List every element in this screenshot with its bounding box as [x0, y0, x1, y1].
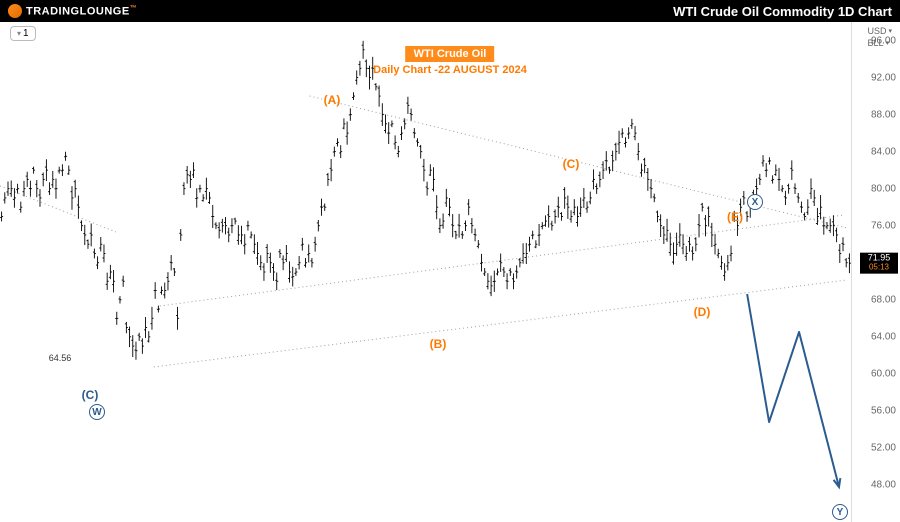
logo-icon: [8, 4, 22, 18]
wave-label: (C): [563, 157, 580, 171]
wave-label: (C): [82, 388, 99, 402]
y-tick: 80.00: [871, 183, 896, 194]
timeframe-dropdown[interactable]: ▾ 1: [10, 26, 36, 41]
y-tick: 88.00: [871, 109, 896, 120]
y-tick: 56.00: [871, 405, 896, 416]
wave-label: (D): [694, 305, 711, 319]
y-axis[interactable]: 96.0092.0088.0084.0080.0076.0071.9505:13…: [852, 22, 900, 522]
y-tick: 60.00: [871, 368, 896, 379]
y-tick: 84.00: [871, 146, 896, 157]
toolbar: ▾ 1: [10, 26, 36, 41]
y-tick: 48.00: [871, 479, 896, 490]
wave-label: (E): [727, 210, 743, 224]
wave-label: Y: [832, 504, 848, 520]
value-label: 64.56: [49, 353, 72, 363]
indicator-dropdown[interactable]: BLL ▾: [867, 38, 892, 48]
unit-label: USD: [867, 26, 886, 36]
current-price-tag: 71.9505:13: [860, 253, 898, 274]
y-tick: 76.00: [871, 220, 896, 231]
y-tick: 92.00: [871, 72, 896, 83]
wave-label: X: [747, 194, 763, 210]
timeframe-value: 1: [23, 28, 29, 39]
wave-label: W: [89, 404, 105, 420]
chevron-down-icon: ▾: [17, 29, 21, 38]
app-header: TRADINGLOUNGE™ WTI Crude Oil Commodity 1…: [0, 0, 900, 22]
chevron-down-icon: ▾: [885, 39, 889, 47]
chart-title-box: WTI Crude Oil Daily Chart -22 AUGUST 202…: [373, 44, 527, 76]
chart-title: WTI Crude Oil Commodity 1D Chart: [673, 4, 892, 19]
right-panel: USD ▾ BLL ▾: [867, 26, 892, 48]
y-tick: 64.00: [871, 331, 896, 342]
chart-area[interactable]: (A) (B) (C) (D) (E) (C) W X Y 64.56: [0, 22, 852, 522]
y-tick: 68.00: [871, 294, 896, 305]
wave-label: (A): [324, 93, 341, 107]
logo-text-label: TRADINGLOUNGE: [26, 5, 130, 17]
logo-tm: ™: [130, 5, 138, 12]
wave-label: (B): [430, 337, 447, 351]
y-tick: 52.00: [871, 442, 896, 453]
title-pill: WTI Crude Oil: [406, 46, 495, 62]
indicator-label: BLL: [867, 38, 883, 48]
logo-text: TRADINGLOUNGE™: [26, 5, 137, 18]
logo: TRADINGLOUNGE™: [8, 4, 137, 18]
price-chart: [0, 22, 851, 522]
chart-subtitle: Daily Chart -22 AUGUST 2024: [373, 64, 527, 76]
unit-dropdown[interactable]: USD ▾: [867, 26, 892, 36]
chevron-down-icon: ▾: [888, 27, 892, 35]
